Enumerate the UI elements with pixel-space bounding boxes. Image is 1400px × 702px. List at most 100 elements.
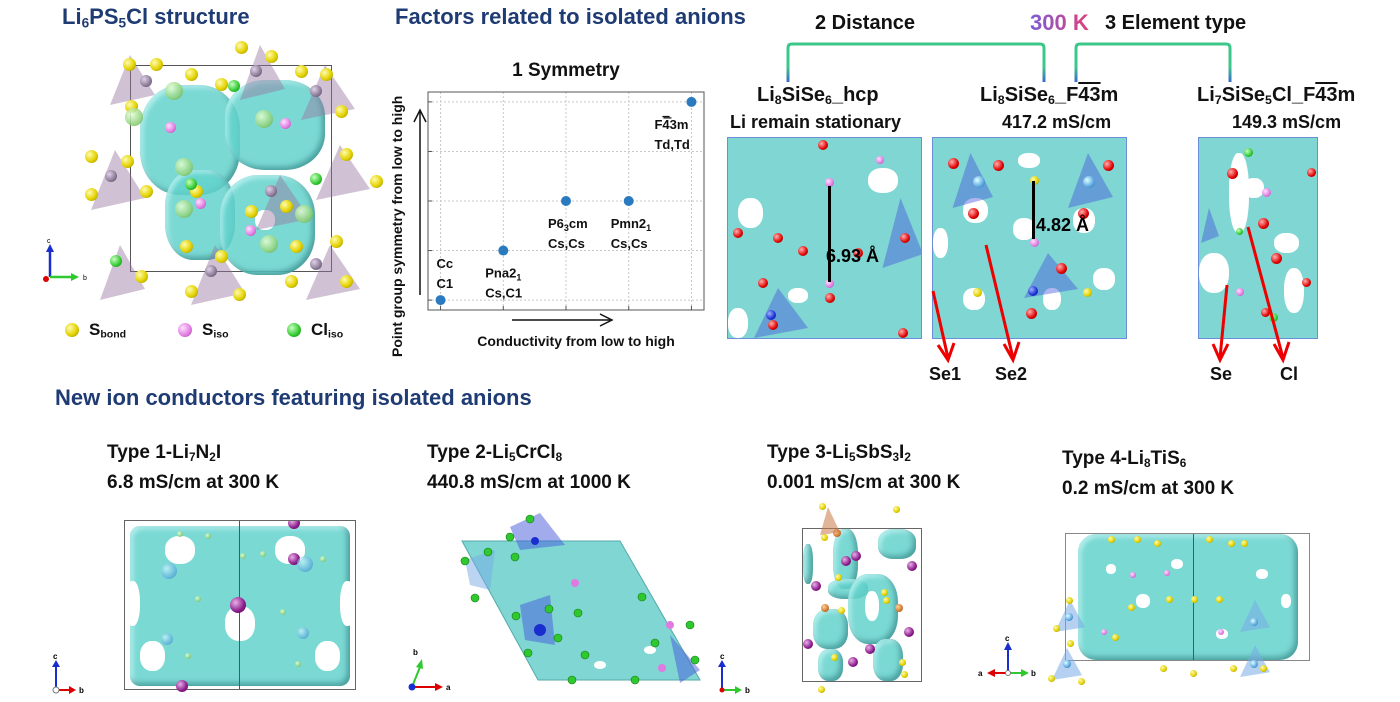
atom-red [900, 233, 910, 243]
point-label-pointgroup: Cs,Cs [611, 236, 648, 251]
hole [1136, 594, 1150, 608]
arrow-se1-head [936, 342, 956, 364]
atom-red [1261, 308, 1270, 317]
atom-iodine [907, 561, 917, 571]
point-label-spacegroup: Pmn21 [611, 216, 651, 233]
distance-label: 4.82 Å [1036, 215, 1090, 235]
legend-swatch-yellow [65, 323, 79, 337]
isosurface [878, 529, 916, 559]
atom-s-bond [121, 155, 134, 168]
atom-s-bond [330, 235, 343, 248]
atom-s [1160, 665, 1167, 672]
atom-cl [573, 608, 583, 618]
atom-cl [690, 655, 700, 665]
atom-red [1056, 263, 1067, 274]
atom-cl [553, 633, 563, 643]
atom-s [1230, 665, 1237, 672]
axis-label: b [1031, 669, 1036, 678]
atom-li [175, 200, 193, 218]
atom-red [1307, 168, 1316, 177]
structure-1-subtitle: Li remain stationary [730, 112, 902, 132]
atom-s-bond [235, 41, 248, 54]
atom-red [948, 158, 959, 169]
atom-ti [1250, 660, 1258, 668]
type-2-structure-image [460, 513, 701, 685]
legend-sub: iso [213, 328, 229, 341]
atom-se1 [1030, 176, 1039, 185]
atom-s [1112, 634, 1119, 641]
hole [1244, 178, 1264, 198]
hole [933, 228, 948, 258]
atom-s-iso [280, 118, 291, 129]
atom-cl [505, 532, 515, 542]
atom-pink [1218, 629, 1224, 635]
type-2-conductivity: 440.8 mS/cm at 1000 K [427, 472, 631, 493]
atom-s [883, 597, 890, 604]
atom-s [1260, 665, 1267, 672]
atom-s [1066, 597, 1073, 604]
new-conductors-title: New ion conductors featuring isolated an… [55, 385, 532, 410]
atom-s-bond [245, 205, 258, 218]
atom-red [773, 233, 783, 243]
atom-s [1048, 675, 1055, 682]
legend-sub: bond [100, 328, 127, 341]
type-3-axes-indicator: c b [718, 652, 750, 695]
atom-s-bond [185, 68, 198, 81]
data-point [435, 295, 446, 306]
atom-s [1241, 540, 1248, 547]
element-arrows [931, 226, 1291, 364]
atom-li [280, 609, 286, 615]
type-prefix: Type 4- [1062, 448, 1128, 469]
atom-s-bond [290, 240, 303, 253]
formula-sub: 8 [1144, 456, 1151, 470]
structure-title: Li6PS5Cl structure [62, 4, 250, 30]
structure-1-panel: 6.93 Å [727, 137, 922, 339]
atom-s [818, 686, 825, 693]
atom-s [1216, 596, 1223, 603]
hole [1171, 559, 1183, 569]
atom-cl [637, 592, 647, 602]
atom-s-bond [140, 185, 153, 198]
atom-s-bond [320, 68, 333, 81]
atom-li [125, 108, 143, 126]
structure-2-name: Li8SiSe6_F43m [980, 84, 1118, 107]
atom-red [818, 140, 828, 150]
type-3-structure-image [802, 528, 922, 682]
octahedron [510, 513, 565, 550]
formula-sub: 5 [1265, 93, 1272, 108]
atom-s [1206, 536, 1213, 543]
atom-p [265, 185, 277, 197]
atom-iodine [176, 680, 188, 692]
type-2-title: Type 2-Li5CrCl8 [427, 442, 563, 464]
atom-sb [895, 604, 903, 612]
atom-s [819, 503, 826, 510]
hole [474, 611, 486, 619]
axis-label: a [978, 669, 983, 678]
atom-s-bond [85, 150, 98, 163]
type-1-conductivity: 6.8 mS/cm at 300 K [107, 472, 280, 493]
atom-cl [567, 675, 577, 685]
factor-distance-label: 2 Distance [815, 12, 916, 34]
atom-s [1053, 625, 1060, 632]
atom-cl [511, 611, 521, 621]
formula-sub: 8 [774, 93, 782, 108]
atom-se [1262, 188, 1271, 197]
arrow-se1 [931, 290, 950, 359]
arrow-se [1218, 284, 1229, 359]
y-axis-label: Point group symmetry from low to high [389, 96, 405, 357]
legend-sub: iso [328, 328, 344, 341]
arrow-cl-head [1272, 341, 1291, 364]
formula-overbar: 43 [1315, 84, 1338, 106]
axis-label-b: b [83, 275, 87, 282]
formula-part: Li [980, 84, 998, 106]
type-3-conductivity: 0.001 mS/cm at 300 K [767, 472, 961, 493]
label-se: Se [1210, 364, 1233, 384]
hole [1281, 594, 1291, 608]
formula-sub: 3 [892, 450, 900, 464]
atom-iodine [288, 521, 300, 529]
legend-swatch-green [287, 323, 301, 337]
atom-li [260, 551, 266, 557]
hole [728, 308, 748, 338]
atom-s-bond [265, 50, 278, 63]
isosurface [803, 544, 813, 584]
